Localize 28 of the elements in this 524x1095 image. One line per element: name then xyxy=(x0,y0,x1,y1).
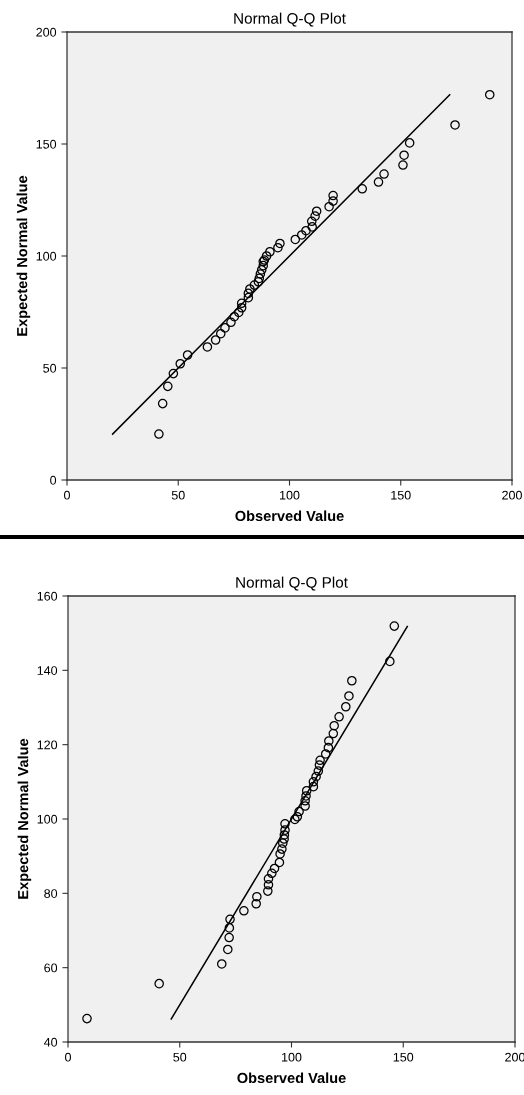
x-tick-label: 150 xyxy=(393,1052,414,1062)
y-tick-label: 80 xyxy=(44,889,58,898)
x-tick-label: 100 xyxy=(282,1052,302,1062)
x-tick-label: 50 xyxy=(171,490,185,500)
chart-title: Normal Q-Q Plot xyxy=(234,12,346,27)
x-axis-title: Observed Value xyxy=(237,1072,346,1084)
y-tick-label: 140 xyxy=(37,666,58,675)
y-tick-label: 160 xyxy=(37,591,58,601)
y-tick-label: 40 xyxy=(43,1037,58,1047)
x-tick-label: 200 xyxy=(502,490,522,500)
y-tick-label: 200 xyxy=(36,27,57,37)
y-tick-label: 60 xyxy=(44,963,58,973)
x-axis-title: Observed Value xyxy=(235,510,344,522)
y-axis-title: Expected Normal Value xyxy=(17,738,32,899)
y-axis-title: Expected Normal Value xyxy=(16,175,31,336)
x-tick-label: 0 xyxy=(65,1052,71,1062)
y-tick-label: 120 xyxy=(37,740,58,750)
y-tick-label: 150 xyxy=(36,139,57,149)
x-tick-label: 200 xyxy=(505,1052,524,1062)
chart-title: Normal Q-Q Plot xyxy=(236,576,348,591)
y-tick-label: 0 xyxy=(50,475,57,485)
x-tick-label: 150 xyxy=(391,490,411,500)
y-tick-label: 100 xyxy=(36,251,57,261)
y-tick-label: 100 xyxy=(37,814,58,824)
x-tick-label: 100 xyxy=(280,490,300,500)
x-tick-label: 50 xyxy=(173,1052,187,1062)
y-tick-label: 50 xyxy=(43,363,57,373)
x-tick-label: 0 xyxy=(64,490,70,500)
